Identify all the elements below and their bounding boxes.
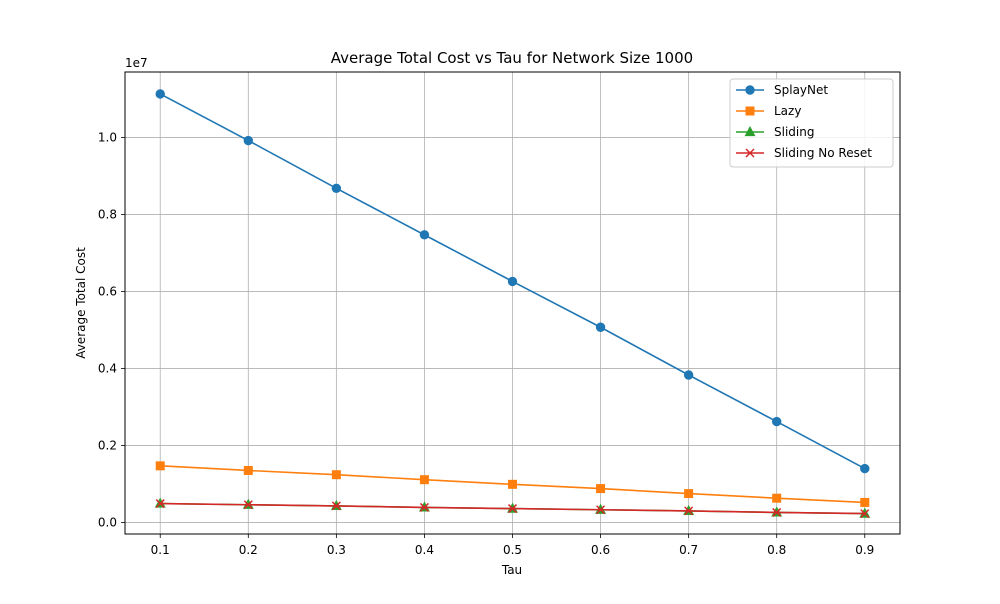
x-marker-stroke — [860, 509, 870, 519]
x-marker-stroke — [684, 506, 694, 516]
data-point-lazy — [508, 479, 517, 489]
y-tick-label: 0.0 — [98, 515, 117, 529]
data-point-splaynet — [243, 135, 253, 146]
legend-marker-sliding — [744, 125, 756, 137]
x-marker-stroke — [243, 500, 253, 510]
legend-label-sliding-no-reset: Sliding No Reset — [774, 146, 872, 160]
data-point-lazy — [331, 470, 341, 480]
legend-item-sliding-no-reset: Sliding No Reset — [736, 146, 872, 160]
x-tick-label: 0.7 — [679, 543, 698, 557]
x-tick-label: 0.1 — [151, 543, 170, 557]
legend: SplayNet Lazy Sliding Sliding No Reset — [729, 78, 894, 168]
data-point-sliding-no-reset — [772, 507, 782, 517]
data-point-lazy — [772, 493, 782, 503]
x-tick-label: 0.5 — [503, 543, 522, 557]
x-tick-label: 0.4 — [415, 543, 434, 557]
legend-marker-lazy — [745, 106, 755, 116]
data-point-splaynet — [331, 183, 342, 193]
data-point-splaynet — [860, 463, 870, 474]
series-lazy — [155, 461, 870, 507]
y-tick-label: 1.0 — [98, 130, 117, 144]
axis-ticks: 0.1 0.2 0.3 0.4 0.5 0.6 0.7 0.8 0.9 0.0 0.2 0.4 0.6 0… — [98, 130, 874, 557]
legend-label-splaynet: SplayNet — [774, 83, 828, 97]
legend-item-splaynet: SplayNet — [736, 83, 828, 97]
x-marker-stroke — [745, 148, 755, 158]
legend-label-sliding: Sliding — [774, 125, 814, 139]
data-point-lazy — [860, 497, 870, 507]
x-tick-label: 0.6 — [591, 543, 610, 557]
data-point-splaynet — [507, 276, 518, 287]
series-group — [154, 89, 871, 519]
x-tick-label: 0.3 — [327, 543, 346, 557]
y-tick-label: 0.8 — [98, 207, 117, 221]
data-point-sliding-no-reset — [419, 502, 429, 512]
legend-marker-sliding-no-reset — [745, 148, 755, 158]
x-marker-stroke — [507, 504, 518, 514]
data-point-sliding-no-reset — [684, 506, 694, 516]
x-marker-stroke — [331, 501, 341, 511]
x-marker-stroke — [155, 499, 165, 509]
y-axis-offset-label: 1e7 — [125, 56, 148, 70]
legend-items: SplayNet Lazy Sliding Sliding No Reset — [736, 83, 872, 160]
x-marker-stroke — [596, 505, 606, 515]
data-point-lazy — [596, 484, 606, 494]
x-axis-label: Tau — [501, 563, 522, 577]
data-point-splaynet — [419, 230, 430, 240]
y-axis-label: Average Total Cost — [74, 247, 88, 359]
legend-label-lazy: Lazy — [774, 104, 801, 118]
series-sliding-no-reset — [155, 499, 870, 519]
series-splaynet — [155, 89, 870, 474]
data-point-sliding-no-reset — [596, 505, 606, 515]
x-tick-label: 0.9 — [855, 543, 874, 557]
data-point-sliding-no-reset — [155, 499, 165, 509]
y-tick-label: 0.6 — [98, 284, 117, 298]
x-marker-stroke — [772, 507, 782, 517]
data-point-sliding-no-reset — [331, 501, 341, 511]
data-point-lazy — [419, 475, 429, 485]
y-tick-label: 0.2 — [98, 438, 117, 452]
legend-box — [729, 78, 894, 168]
data-point-lazy — [155, 461, 165, 471]
data-point-splaynet — [772, 416, 782, 427]
data-point-splaynet — [155, 89, 165, 99]
data-point-splaynet — [595, 322, 606, 332]
legend-marker-splaynet — [745, 85, 755, 95]
legend-item-sliding: Sliding — [736, 125, 814, 139]
x-tick-label: 0.8 — [767, 543, 786, 557]
data-point-sliding-no-reset — [243, 500, 253, 510]
y-tick-label: 0.4 — [98, 361, 117, 375]
data-point-sliding-no-reset — [860, 509, 870, 519]
data-point-lazy — [243, 465, 253, 475]
data-point-sliding-no-reset — [507, 504, 518, 514]
data-point-lazy — [684, 489, 694, 499]
chart-title: Average Total Cost vs Tau for Network Si… — [331, 49, 693, 67]
legend-item-lazy: Lazy — [736, 104, 801, 118]
x-tick-label: 0.2 — [239, 543, 258, 557]
data-point-splaynet — [683, 370, 694, 380]
x-marker-stroke — [419, 502, 429, 512]
